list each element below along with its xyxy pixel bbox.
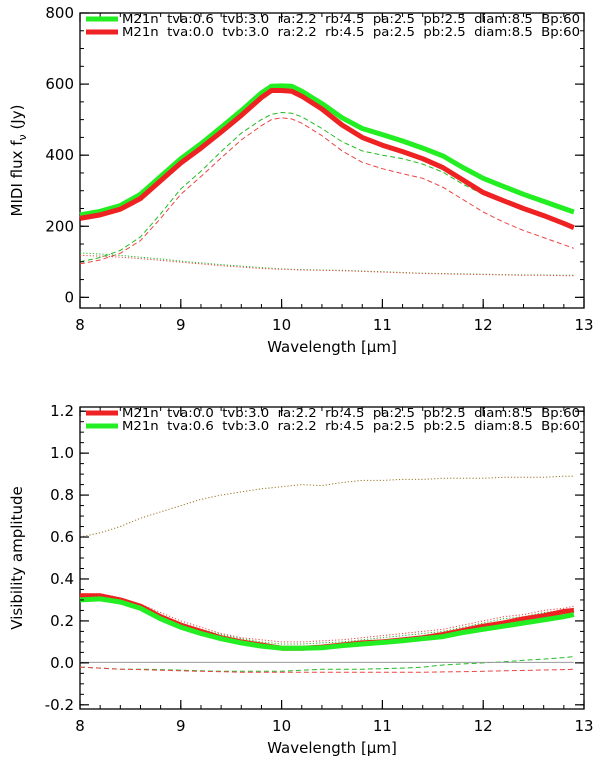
flux-legend-label-red: M21n tva:0.0 tvb:3.0 ra:2.2 rb:4.5 pa:2.… [122,25,580,39]
visibility-series-red-dotted-vis [80,593,575,643]
flux-ytick-label: 200 [45,217,74,235]
visibility-xtick-label: 12 [474,717,493,735]
visibility-ytick-label: 0.2 [50,612,74,630]
flux-series-red-component [79,117,575,265]
flux-xtick-label: 8 [75,316,85,334]
visibility-ytick-label: 1.0 [50,444,74,462]
visibility-ticks-group: 8 9 10 11 12 13 -0.2 0.0 0.2 0.4 0.6 0.8 1.0 1.2 [45,402,594,735]
visibility-xtick-label: 9 [176,717,186,735]
visibility-legend-label-red: M21n tva:0.0 tvb:3.0 ra:2.2 rb:4.5 pa:2.… [122,406,580,420]
flux-ylabel-tail: (Jy) [8,105,26,135]
visibility-legend: M21n tva:0.0 tvb:3.0 ra:2.2 rb:4.5 pa:2.… [86,406,580,433]
flux-ytick-label: 600 [45,75,74,93]
visibility-ytick-label: 0.4 [50,570,74,588]
visibility-ytick-label: 0.8 [50,486,74,504]
flux-xtick-label: 9 [176,316,186,334]
visibility-ytick-label: 0.0 [50,654,74,672]
visibility-ytick-label: 0.6 [50,528,74,546]
visibility-panel: 8 9 10 11 12 13 -0.2 0.0 0.2 0.4 0.6 0.8 1.0 1.2 M21n… [8,402,594,757]
flux-series-group [79,83,575,277]
visibility-xlabel: Wavelength [μm] [267,739,397,757]
flux-plot-frame [79,12,585,309]
visibility-series-red-visibility [80,593,575,651]
visibility-ylabel: Visibility amplitude [8,486,26,629]
visibility-xtick-label: 10 [272,717,291,735]
visibility-ytick-label: -0.2 [45,696,74,714]
flux-legend-label-green: M21n tva:0.6 tvb:3.0 ra:2.2 rb:4.5 pa:2.… [122,12,580,26]
flux-xtick-label: 11 [373,316,392,334]
visibility-series-red-dashed-vis [79,666,574,673]
flux-ylabel-sub: ν [16,134,29,140]
flux-ytick-label: 400 [45,146,74,164]
flux-xtick-label: 13 [574,316,593,334]
visibility-legend-label-green: M21n tva:0.6 tvb:3.0 ra:2.2 rb:4.5 pa:2.… [122,419,580,433]
visibility-series-green-dashed-vis [79,656,574,672]
flux-xtick-label: 10 [272,316,291,334]
visibility-series-green-dotted-vis [80,595,575,645]
visibility-series-group [79,475,575,673]
flux-series-green-total [79,83,575,218]
flux-panel: 8 9 10 11 12 13 0 200 400 600 800 M21n tva:0.6 tvb… [8,4,594,356]
visibility-series-green-visibility [79,596,575,651]
flux-ticks-group: 8 9 10 11 12 13 0 200 400 600 800 [45,4,593,334]
flux-legend: M21n tva:0.6 tvb:3.0 ra:2.2 rb:4.5 pa:2.… [86,12,580,39]
flux-ytick-label: 800 [45,4,74,22]
flux-ylabel-main: MIDI flux f [8,140,26,217]
visibility-xtick-label: 13 [574,717,593,735]
flux-xtick-label: 12 [474,316,493,334]
flux-ylabel: MIDI flux fν (Jy) [8,105,29,217]
visibility-xtick-label: 11 [373,717,392,735]
flux-ytick-label: 0 [64,288,74,306]
flux-series-red-dotted [79,254,574,277]
visibility-xtick-label: 8 [75,717,85,735]
flux-xlabel: Wavelength [μm] [267,338,397,356]
flux-series-green-dotted [79,252,574,276]
visibility-series-upper-dotted-vis [79,475,574,538]
visibility-plot-frame [79,406,585,710]
visibility-ytick-label: 1.2 [50,402,74,420]
flux-series-red-total [79,88,575,231]
